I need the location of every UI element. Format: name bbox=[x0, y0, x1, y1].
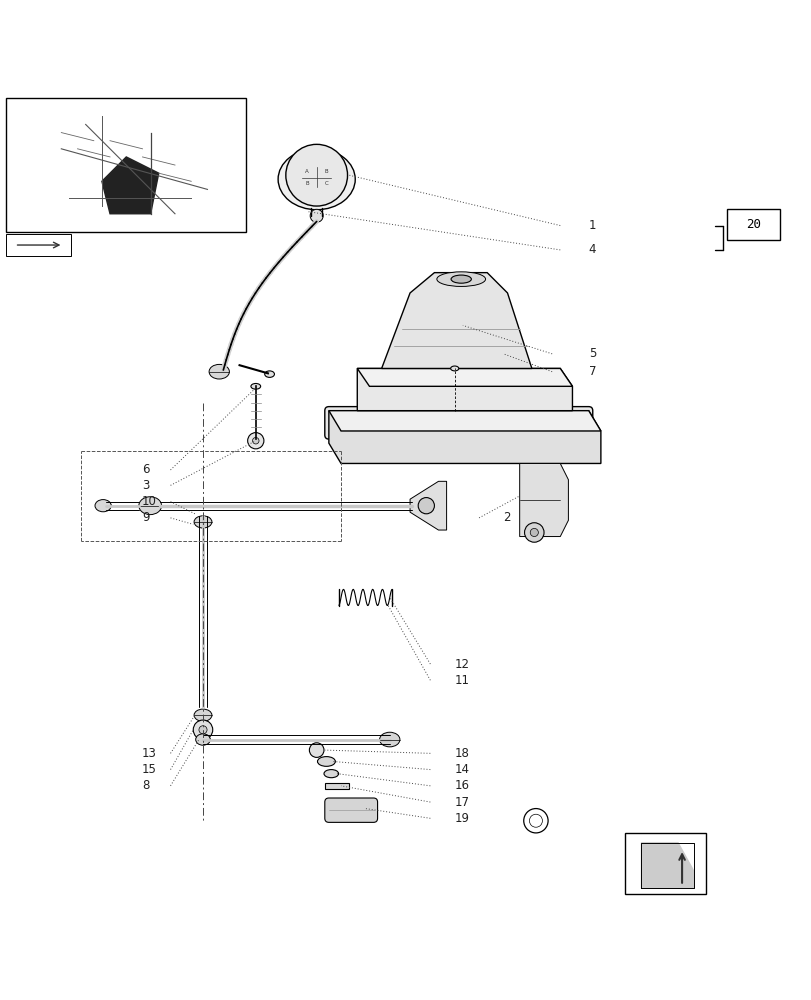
Ellipse shape bbox=[436, 272, 485, 286]
FancyBboxPatch shape bbox=[324, 798, 377, 822]
Bar bbox=[726, 209, 779, 240]
Ellipse shape bbox=[379, 732, 399, 747]
Text: 15: 15 bbox=[142, 763, 157, 776]
Text: 18: 18 bbox=[454, 747, 469, 760]
Circle shape bbox=[529, 814, 542, 827]
Text: 10: 10 bbox=[142, 495, 157, 508]
Polygon shape bbox=[328, 411, 600, 431]
Ellipse shape bbox=[95, 500, 111, 512]
Circle shape bbox=[252, 437, 259, 444]
Polygon shape bbox=[410, 481, 446, 530]
Polygon shape bbox=[381, 273, 531, 368]
Text: B: B bbox=[305, 181, 308, 186]
Text: 19: 19 bbox=[454, 812, 469, 825]
Bar bbox=[6, 234, 71, 256]
Text: 16: 16 bbox=[454, 779, 469, 792]
Ellipse shape bbox=[194, 709, 212, 721]
Text: 5: 5 bbox=[588, 347, 595, 360]
Ellipse shape bbox=[194, 516, 212, 528]
Polygon shape bbox=[519, 463, 568, 537]
Circle shape bbox=[524, 523, 543, 542]
Circle shape bbox=[530, 528, 538, 537]
Ellipse shape bbox=[251, 383, 260, 389]
Ellipse shape bbox=[209, 364, 230, 379]
Text: 7: 7 bbox=[588, 365, 595, 378]
Ellipse shape bbox=[264, 371, 274, 377]
Text: 6: 6 bbox=[142, 463, 149, 476]
Circle shape bbox=[285, 144, 347, 206]
Polygon shape bbox=[328, 411, 600, 463]
Circle shape bbox=[199, 726, 207, 734]
Ellipse shape bbox=[324, 770, 338, 778]
Circle shape bbox=[310, 209, 323, 222]
Bar bbox=[624, 833, 706, 894]
Circle shape bbox=[523, 809, 547, 833]
Text: 12: 12 bbox=[454, 658, 469, 671]
Text: B: B bbox=[324, 169, 328, 174]
Ellipse shape bbox=[317, 757, 335, 766]
Ellipse shape bbox=[277, 149, 355, 210]
Text: A: A bbox=[305, 169, 308, 174]
Text: 17: 17 bbox=[454, 796, 469, 809]
Ellipse shape bbox=[450, 366, 458, 371]
Polygon shape bbox=[357, 368, 572, 386]
Polygon shape bbox=[102, 157, 158, 214]
Text: 20: 20 bbox=[744, 218, 760, 231]
Ellipse shape bbox=[450, 275, 470, 283]
Text: 8: 8 bbox=[142, 779, 149, 792]
Text: 3: 3 bbox=[142, 479, 149, 492]
Bar bbox=[6, 98, 246, 232]
Text: C: C bbox=[324, 181, 328, 186]
Text: 14: 14 bbox=[454, 763, 469, 776]
Bar bbox=[324, 783, 349, 789]
Text: 1: 1 bbox=[588, 219, 595, 232]
Circle shape bbox=[193, 720, 212, 740]
Text: 11: 11 bbox=[454, 674, 469, 687]
Ellipse shape bbox=[139, 497, 161, 515]
Text: 9: 9 bbox=[142, 511, 149, 524]
Text: 4: 4 bbox=[588, 243, 595, 256]
Polygon shape bbox=[641, 843, 693, 888]
FancyBboxPatch shape bbox=[324, 407, 592, 439]
Circle shape bbox=[309, 743, 324, 757]
Text: 13: 13 bbox=[142, 747, 157, 760]
Text: 2: 2 bbox=[503, 511, 510, 524]
Circle shape bbox=[247, 433, 264, 449]
Circle shape bbox=[418, 498, 434, 514]
Ellipse shape bbox=[195, 734, 210, 745]
Polygon shape bbox=[357, 368, 572, 411]
